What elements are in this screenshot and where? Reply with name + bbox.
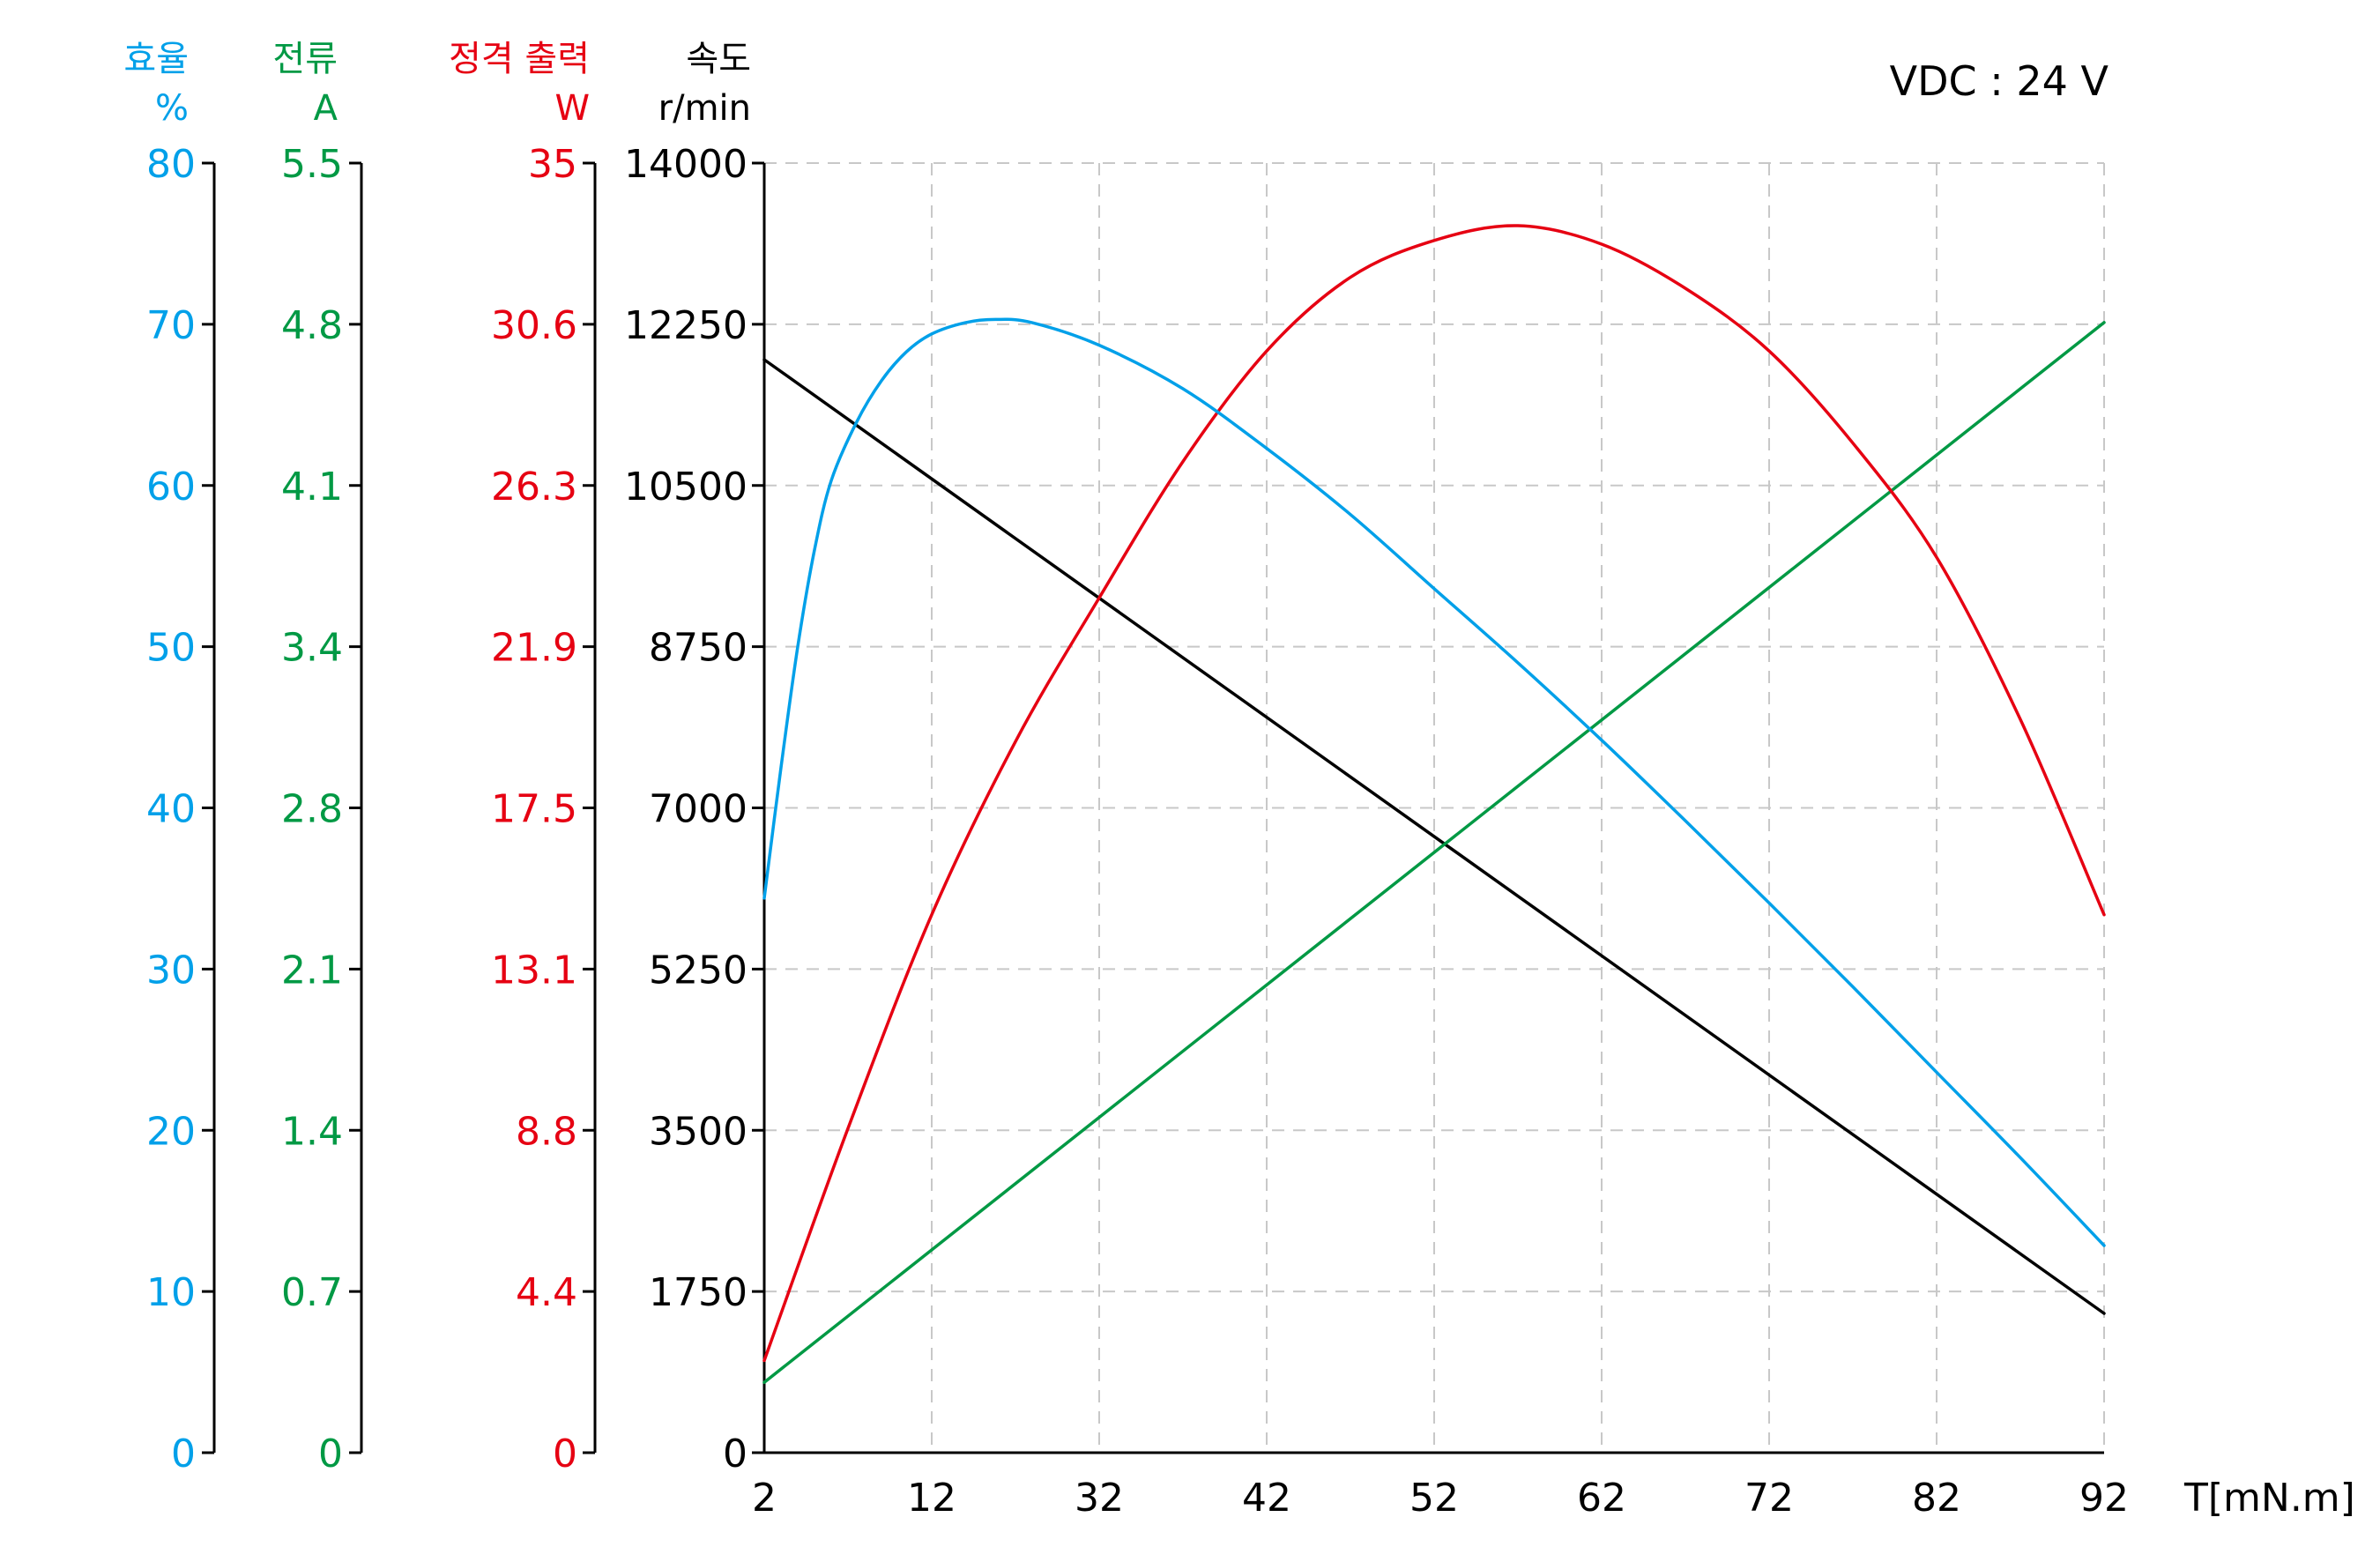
efficiency-axis-title: 효율 [123,39,189,79]
current-tick-label: 3.4 [281,626,343,671]
current-tick-label: 0 [318,1432,343,1476]
x-tick-label: 32 [1075,1476,1124,1521]
x-tick-label: 12 [907,1476,956,1521]
current-axis-title: 전류 [272,39,338,79]
series-speed-line [762,358,2106,1315]
efficiency-tick-label: 50 [146,626,196,671]
speed-axis-title: 속도 [686,39,751,79]
current-tick-label: 5.5 [281,142,343,187]
x-tick-label: 82 [1912,1476,1961,1521]
axis-speed: 0 1750 3500 5250 7000 8750 10500 12250 14000 속도 r/… [624,39,766,1476]
efficiency-tick-label: 0 [171,1432,196,1476]
x-tick-label: 92 [2079,1476,2129,1521]
x-axis: 2 12 32 42 52 62 72 82 92 T[mN.m] [752,1451,2355,1521]
speed-tick-label: 0 [723,1432,747,1476]
axis-current: 0 0.7 1.4 2.1 2.8 3.4 4.1 4.8 5.5 전류 A [272,39,363,1476]
x-axis-label: T[mN.m] [2183,1476,2355,1521]
output-axis-unit: W [554,88,590,129]
speed-tick-label: 14000 [624,142,747,187]
current-tick-label: 4.1 [281,465,343,509]
speed-tick-label: 1750 [649,1270,747,1315]
output-tick-label: 13.1 [491,948,577,993]
efficiency-tick-label: 70 [146,303,196,348]
data-series [762,224,2106,1384]
efficiency-tick-label: 30 [146,948,196,993]
speed-tick-label: 3500 [649,1109,747,1154]
efficiency-tick-label: 60 [146,465,196,509]
current-tick-label: 4.8 [281,303,343,348]
efficiency-axis-unit: % [155,88,189,129]
current-axis-unit: A [314,88,338,129]
speed-tick-label: 12250 [624,303,747,348]
x-tick-label: 52 [1409,1476,1459,1521]
x-tick-label: 42 [1242,1476,1291,1521]
axis-efficiency: 0 10 20 30 40 50 60 70 80 효율% [123,39,216,1476]
y-axes: 0 10 20 30 40 50 60 70 80 효율% 0 0.7 1.4 2.1 2.8 3.4 4.1 4… [123,39,766,1476]
current-tick-label: 2.8 [281,787,343,832]
axis-output: 0 4.4 8.8 13.1 17.5 21.9 26.3 30.6 35 정격 출력 W [449,39,597,1476]
output-tick-label: 21.9 [491,626,577,671]
efficiency-tick-label: 10 [146,1270,196,1315]
output-tick-label: 30.6 [491,303,577,348]
speed-tick-label: 7000 [649,787,747,832]
x-tick-label: 72 [1744,1476,1794,1521]
efficiency-tick-label: 80 [146,142,196,187]
current-tick-label: 0.7 [281,1270,343,1315]
output-tick-label: 26.3 [491,465,577,509]
output-tick-label: 4.4 [516,1270,577,1315]
current-tick-label: 1.4 [281,1109,343,1154]
efficiency-tick-label: 20 [146,1109,196,1154]
current-tick-label: 2.1 [281,948,343,993]
speed-tick-label: 5250 [649,948,747,993]
speed-tick-label: 10500 [624,465,747,509]
series-output-line [762,224,2106,1363]
output-tick-label: 8.8 [516,1109,577,1154]
efficiency-tick-label: 40 [146,787,196,832]
x-tick-label: 62 [1577,1476,1626,1521]
speed-axis-unit: r/min [658,88,751,129]
output-axis-title: 정격 출력 [449,39,590,79]
x-tick-label: 2 [752,1476,777,1521]
output-tick-label: 35 [528,142,577,187]
series-efficiency-line [762,317,2106,1247]
speed-tick-label: 8750 [649,626,747,671]
output-tick-label: 17.5 [491,787,577,832]
vdc-annotation: VDC : 24 V [1890,57,2109,105]
grid-lines [764,162,2105,1453]
output-tick-label: 0 [553,1432,577,1476]
series-current-line [762,321,2106,1384]
